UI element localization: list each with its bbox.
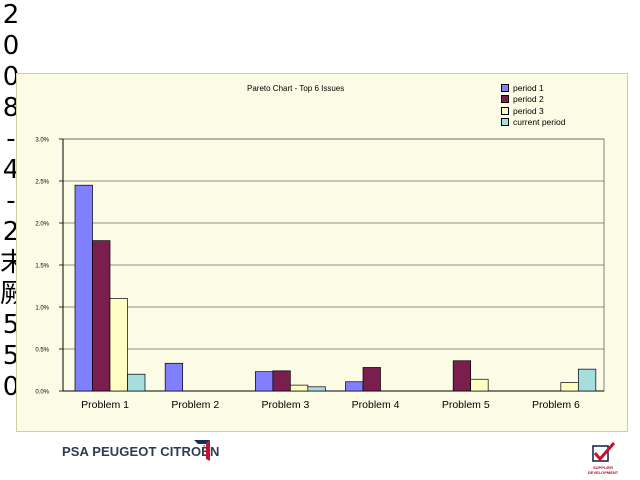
side-stamp-char: - xyxy=(6,124,16,154)
x-tick-label: Problem 3 xyxy=(261,399,309,411)
x-tick-label: Problem 5 xyxy=(442,399,490,411)
side-stamp-char: 0 xyxy=(2,31,20,61)
bar xyxy=(577,368,597,392)
y-tick-label: 0.0% xyxy=(35,390,49,396)
side-stamp-char: 0 xyxy=(2,372,20,402)
supplier-development-badge: SUPPLIER DEVELOPMENT xyxy=(586,442,620,478)
legend-swatch xyxy=(501,106,509,115)
legend-label: period 1 xyxy=(513,82,544,93)
x-tick-label: Problem 2 xyxy=(171,399,219,411)
legend-swatch xyxy=(501,95,509,104)
checkmark-logo-icon xyxy=(592,442,616,462)
legend-swatch xyxy=(501,83,509,92)
x-tick-label: Problem 1 xyxy=(81,399,129,411)
plot-area: 0.0% 0.5% 1.0% 1.5% 2.0% 2.5% 3.0% Problem 1 Pro… xyxy=(35,138,605,411)
bar xyxy=(109,298,128,392)
side-stamp-char: 2 xyxy=(2,217,20,247)
legend-swatch xyxy=(501,118,509,127)
badge-text-line2: DEVELOPMENT xyxy=(587,470,619,475)
bar xyxy=(307,386,326,392)
psa-logo-mark-icon xyxy=(194,440,210,461)
bar xyxy=(560,382,579,392)
y-tick-label: 3.0% xyxy=(35,138,49,144)
bar xyxy=(272,370,291,392)
chart-frame: 0.0% 0.5% 1.0% 1.5% 2.0% 2.5% 3.0% Problem 1 Pro… xyxy=(16,73,628,432)
side-stamp-char: 5 xyxy=(2,310,20,340)
legend-label: current period xyxy=(513,117,566,128)
bar xyxy=(74,184,93,392)
side-stamp-char: - xyxy=(6,186,16,216)
x-tick-label: Problem 6 xyxy=(532,399,580,411)
y-tick-label: 0.5% xyxy=(35,348,49,354)
side-stamp-char: 0 xyxy=(2,62,20,92)
chart-title: Pareto Chart - Top 6 Issues xyxy=(247,84,345,93)
bar xyxy=(164,362,184,392)
bar xyxy=(345,381,364,392)
bar xyxy=(127,373,146,392)
bar xyxy=(254,371,274,392)
y-tick-label: 2.5% xyxy=(35,180,49,186)
bar xyxy=(362,367,381,392)
legend-label: period 2 xyxy=(513,94,544,105)
bar xyxy=(452,360,472,392)
legend-item: current period xyxy=(501,117,565,129)
legend: period 1 period 2 period 3 current period xyxy=(501,82,565,128)
side-stamp-char: 2 xyxy=(2,0,20,30)
y-tick-label: 2.0% xyxy=(35,222,49,228)
bar xyxy=(289,384,309,392)
legend-label: period 3 xyxy=(513,105,544,116)
legend-item: period 1 xyxy=(501,82,565,94)
legend-item: period 3 xyxy=(501,105,565,117)
bar xyxy=(92,240,111,392)
psa-logo-text: PSA PEUGEOT CITROËN xyxy=(62,444,220,459)
bar xyxy=(470,378,489,392)
side-stamp-char: 4 xyxy=(2,155,20,185)
legend-item: period 2 xyxy=(501,94,565,106)
badge-text-line1: SUPPLIER xyxy=(592,465,613,470)
side-stamp-char: 5 xyxy=(2,341,20,371)
y-tick-label: 1.0% xyxy=(35,306,49,312)
y-tick-label: 1.5% xyxy=(35,264,49,270)
x-tick-label: Problem 4 xyxy=(352,399,400,411)
side-stamp-char: 8 xyxy=(2,93,20,123)
